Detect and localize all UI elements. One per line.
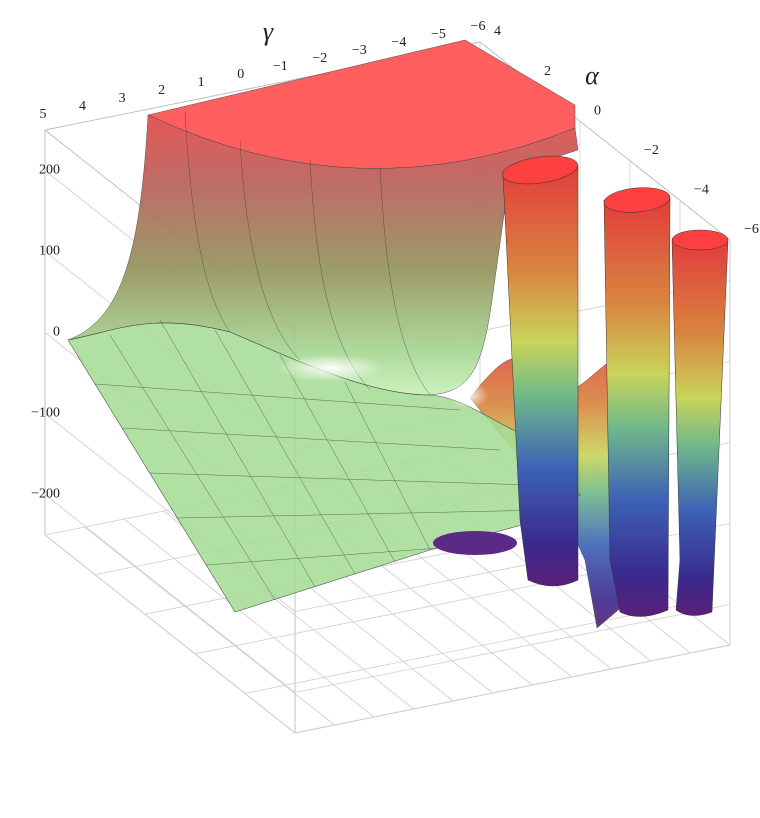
grid-line: [44, 494, 296, 693]
surface-mesh: [94, 111, 546, 601]
z-tick-label: 100: [39, 244, 60, 259]
y-tick-label: 2: [544, 64, 551, 79]
grid-line: [244, 605, 681, 694]
x-tick-label: −6: [471, 19, 486, 34]
grid-line: [44, 534, 296, 734]
labels: γ α 5 4 3 2 1 0 −1 −2 −3 −4 −5 −6 4 2 0 −2 −4 −6 200 100 0 −1…: [31, 17, 759, 502]
surface-pit: [433, 531, 517, 555]
tube-cap: [502, 155, 578, 185]
x-tick-label: −1: [273, 59, 288, 74]
grid-line: [123, 518, 375, 718]
y-tick-label: 4: [494, 24, 501, 39]
z-tick-label: −200: [31, 487, 60, 502]
x-tick-label: −4: [391, 35, 406, 50]
x-tick-label: 4: [79, 99, 86, 114]
z-tick-label: −100: [31, 406, 60, 421]
x-tick-label: 2: [158, 83, 165, 98]
tube: [671, 239, 729, 616]
tube-cap: [671, 229, 729, 251]
surface-cap: [147, 39, 576, 169]
highlight: [275, 354, 385, 382]
z-tick-label: 0: [53, 325, 60, 340]
y-tick-label: −2: [644, 143, 659, 158]
y-axis-title: α: [585, 61, 600, 90]
x-tick-label: −5: [431, 27, 446, 42]
z-tick-label: 200: [39, 163, 60, 178]
tube: [502, 164, 579, 587]
y-tick-label: −6: [744, 222, 759, 237]
y-tick-label: −4: [694, 183, 709, 198]
highlight: [448, 381, 488, 409]
x-tick-label: −3: [352, 43, 367, 58]
tube: [603, 197, 671, 617]
x-tick-label: −2: [312, 51, 327, 66]
y-tick-label: 0: [594, 103, 601, 118]
grid-line: [294, 604, 731, 693]
x-tick-label: 3: [119, 91, 126, 106]
x-axis-title: γ: [263, 17, 274, 46]
x-tick-label: 1: [198, 75, 205, 90]
grid-line: [84, 526, 335, 726]
grid-line: [294, 644, 731, 734]
x-tick-label: 5: [40, 107, 47, 122]
surface: [67, 39, 729, 629]
tube-cap: [603, 187, 671, 213]
x-tick-label: 0: [237, 67, 244, 82]
